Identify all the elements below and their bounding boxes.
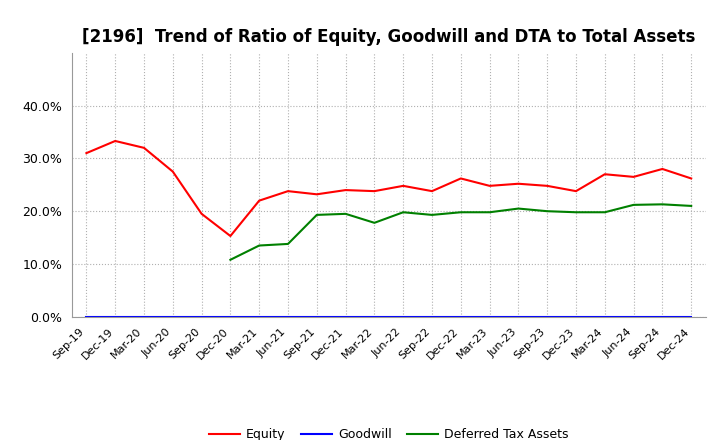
- Deferred Tax Assets: [284, 241, 292, 246]
- Goodwill: [687, 314, 696, 319]
- Line: Deferred Tax Assets: Deferred Tax Assets: [230, 204, 691, 260]
- Equity: [168, 169, 177, 174]
- Deferred Tax Assets: [226, 257, 235, 262]
- Goodwill: [284, 314, 292, 319]
- Deferred Tax Assets: [600, 209, 609, 215]
- Goodwill: [341, 314, 350, 319]
- Goodwill: [111, 314, 120, 319]
- Deferred Tax Assets: [572, 209, 580, 215]
- Equity: [255, 198, 264, 203]
- Equity: [600, 172, 609, 177]
- Equity: [399, 183, 408, 188]
- Legend: Equity, Goodwill, Deferred Tax Assets: Equity, Goodwill, Deferred Tax Assets: [204, 423, 574, 440]
- Line: Equity: Equity: [86, 141, 691, 236]
- Goodwill: [226, 314, 235, 319]
- Equity: [485, 183, 494, 188]
- Deferred Tax Assets: [428, 212, 436, 217]
- Goodwill: [658, 314, 667, 319]
- Goodwill: [82, 314, 91, 319]
- Goodwill: [456, 314, 465, 319]
- Goodwill: [197, 314, 206, 319]
- Goodwill: [255, 314, 264, 319]
- Equity: [197, 211, 206, 216]
- Deferred Tax Assets: [456, 209, 465, 215]
- Goodwill: [572, 314, 580, 319]
- Deferred Tax Assets: [312, 212, 321, 217]
- Equity: [312, 192, 321, 197]
- Deferred Tax Assets: [629, 202, 638, 208]
- Equity: [341, 187, 350, 193]
- Deferred Tax Assets: [543, 209, 552, 214]
- Equity: [111, 138, 120, 143]
- Equity: [543, 183, 552, 188]
- Goodwill: [428, 314, 436, 319]
- Goodwill: [485, 314, 494, 319]
- Equity: [284, 188, 292, 194]
- Equity: [572, 188, 580, 194]
- Deferred Tax Assets: [658, 202, 667, 207]
- Goodwill: [168, 314, 177, 319]
- Deferred Tax Assets: [255, 243, 264, 248]
- Equity: [514, 181, 523, 187]
- Equity: [82, 150, 91, 156]
- Deferred Tax Assets: [514, 206, 523, 211]
- Goodwill: [514, 314, 523, 319]
- Title: [2196]  Trend of Ratio of Equity, Goodwill and DTA to Total Assets: [2196] Trend of Ratio of Equity, Goodwil…: [82, 28, 696, 46]
- Goodwill: [140, 314, 148, 319]
- Deferred Tax Assets: [687, 203, 696, 209]
- Deferred Tax Assets: [341, 211, 350, 216]
- Equity: [687, 176, 696, 181]
- Equity: [140, 145, 148, 150]
- Equity: [370, 188, 379, 194]
- Goodwill: [399, 314, 408, 319]
- Equity: [226, 233, 235, 238]
- Goodwill: [629, 314, 638, 319]
- Goodwill: [370, 314, 379, 319]
- Goodwill: [543, 314, 552, 319]
- Equity: [456, 176, 465, 181]
- Goodwill: [312, 314, 321, 319]
- Equity: [629, 174, 638, 180]
- Deferred Tax Assets: [399, 209, 408, 215]
- Equity: [658, 166, 667, 172]
- Equity: [428, 188, 436, 194]
- Goodwill: [600, 314, 609, 319]
- Deferred Tax Assets: [485, 209, 494, 215]
- Deferred Tax Assets: [370, 220, 379, 225]
